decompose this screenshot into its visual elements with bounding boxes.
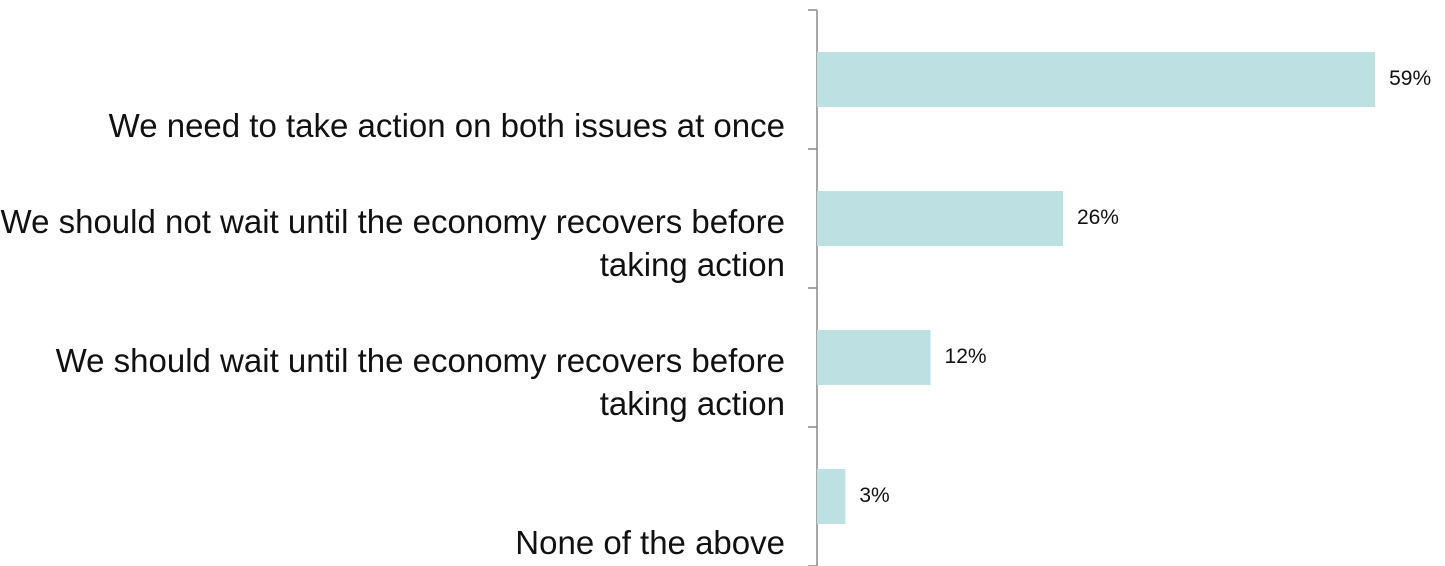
category-label: None of the above bbox=[0, 427, 785, 566]
category-label: We should not wait until the economy rec… bbox=[0, 149, 785, 288]
value-label: 26% bbox=[1077, 206, 1119, 229]
bar bbox=[817, 52, 1376, 107]
value-label: 59% bbox=[1389, 67, 1431, 90]
value-label: 12% bbox=[945, 345, 987, 368]
category-label: We need to take action on both issues at… bbox=[0, 10, 785, 149]
category-text: We need to take action on both issues at… bbox=[108, 107, 785, 144]
category-text: We should not wait until the economy rec… bbox=[0, 203, 785, 283]
category-text: We should wait until the economy recover… bbox=[55, 342, 785, 422]
bar bbox=[817, 469, 846, 524]
category-text: None of the above bbox=[515, 524, 785, 561]
bar bbox=[817, 191, 1063, 246]
value-label: 3% bbox=[859, 484, 889, 507]
bar bbox=[817, 330, 931, 385]
category-label: We should wait until the economy recover… bbox=[0, 288, 785, 427]
